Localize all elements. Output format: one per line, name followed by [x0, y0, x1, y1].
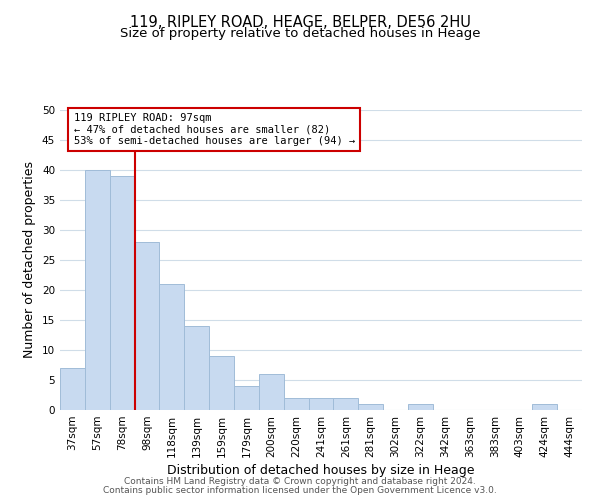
Y-axis label: Number of detached properties: Number of detached properties	[23, 162, 37, 358]
Bar	[259, 374, 284, 410]
Text: Size of property relative to detached houses in Heage: Size of property relative to detached ho…	[120, 28, 480, 40]
Bar	[209, 356, 234, 410]
Bar	[532, 404, 557, 410]
Bar	[110, 176, 134, 410]
Bar	[60, 368, 85, 410]
Bar	[134, 242, 160, 410]
Text: Contains HM Land Registry data © Crown copyright and database right 2024.: Contains HM Land Registry data © Crown c…	[124, 477, 476, 486]
Bar	[334, 398, 358, 410]
Bar	[308, 398, 334, 410]
Text: Contains public sector information licensed under the Open Government Licence v3: Contains public sector information licen…	[103, 486, 497, 495]
Bar	[358, 404, 383, 410]
Bar	[284, 398, 308, 410]
Bar	[160, 284, 184, 410]
Bar	[85, 170, 110, 410]
Bar	[184, 326, 209, 410]
Bar	[408, 404, 433, 410]
Text: 119, RIPLEY ROAD, HEAGE, BELPER, DE56 2HU: 119, RIPLEY ROAD, HEAGE, BELPER, DE56 2H…	[130, 15, 470, 30]
X-axis label: Distribution of detached houses by size in Heage: Distribution of detached houses by size …	[167, 464, 475, 477]
Bar	[234, 386, 259, 410]
Text: 119 RIPLEY ROAD: 97sqm
← 47% of detached houses are smaller (82)
53% of semi-det: 119 RIPLEY ROAD: 97sqm ← 47% of detached…	[74, 113, 355, 146]
